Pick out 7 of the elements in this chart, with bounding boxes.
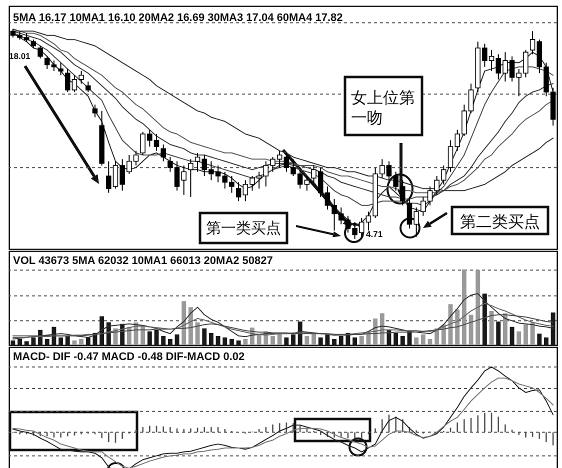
annotation: 女上位第一吻: [351, 88, 415, 126]
chart-title: 5MA 16.17 10MA1 16.10 20MA2 16.69 30MA3 17.04 60MA4 17.82: [13, 12, 343, 24]
chart-title: VOL 43673 5MA 62032 10MA1 66013 20MA2 50827: [13, 255, 273, 267]
chart-title: MACD- DIF -0.47 MACD -0.48 DIF-MACD 0.02: [13, 351, 245, 363]
annotation: 第一类买点: [206, 219, 281, 237]
annotation: 第二类买点: [460, 212, 540, 230]
annotation: 4.71: [366, 229, 383, 239]
